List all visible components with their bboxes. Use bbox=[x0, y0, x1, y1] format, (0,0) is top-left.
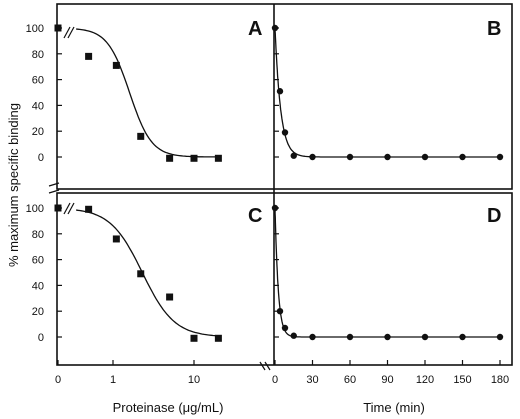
x-tick-label: 90 bbox=[381, 374, 393, 386]
panel-letter-a: A bbox=[248, 18, 262, 40]
x-tick-labels-proteinase: 0 1 10 bbox=[55, 360, 200, 386]
x-tick-label: 1 bbox=[110, 374, 116, 386]
y-tick-label: 0 bbox=[38, 332, 44, 344]
panel-a bbox=[54, 24, 222, 162]
data-point bbox=[496, 333, 504, 341]
y-tick-label: 0 bbox=[38, 152, 44, 164]
x-tick-label: 0 bbox=[55, 374, 61, 386]
x-axis-label-time: Time (min) bbox=[363, 400, 425, 415]
y-tick-label: 60 bbox=[32, 75, 44, 87]
panel-c bbox=[54, 204, 222, 342]
y-tick-label: 20 bbox=[32, 306, 44, 318]
data-point bbox=[496, 153, 504, 161]
x-tick-label: 10 bbox=[188, 374, 200, 386]
data-point bbox=[384, 153, 391, 161]
data-point bbox=[309, 333, 316, 341]
y-tick-label: 40 bbox=[32, 100, 44, 112]
y-tick-label: 100 bbox=[26, 203, 44, 215]
y-tick-label: 80 bbox=[32, 229, 44, 241]
data-point bbox=[346, 333, 354, 341]
data-point bbox=[166, 154, 174, 162]
y-tick-label: 20 bbox=[32, 126, 44, 138]
panel-letter-b: B bbox=[487, 18, 501, 40]
data-point bbox=[276, 308, 284, 315]
x-tick-label: 60 bbox=[344, 374, 356, 386]
data-point bbox=[281, 324, 289, 332]
panel-b bbox=[271, 24, 504, 161]
data-point bbox=[112, 61, 120, 69]
y-tick-labels-top: 0 20 40 60 80 100 bbox=[26, 23, 279, 164]
fit-curve bbox=[75, 209, 219, 337]
x-tick-label: 150 bbox=[453, 374, 471, 386]
y-tick-label: 40 bbox=[32, 280, 44, 292]
bottom-row-frame bbox=[56, 192, 513, 366]
data-point bbox=[421, 153, 429, 161]
x-axis-label-proteinase: Proteinase (μg/mL) bbox=[113, 400, 224, 415]
axis-break-marks bbox=[48, 26, 271, 371]
x-tick-label: 30 bbox=[306, 374, 318, 386]
data-point bbox=[214, 154, 222, 162]
data-point bbox=[276, 88, 284, 95]
data-point bbox=[112, 235, 120, 243]
data-point bbox=[54, 24, 62, 32]
panel-letter-d: D bbox=[487, 205, 501, 227]
data-point bbox=[421, 333, 429, 341]
y-tick-label: 60 bbox=[32, 255, 44, 267]
data-point bbox=[309, 153, 316, 161]
data-point bbox=[137, 132, 145, 140]
x-tick-label: 120 bbox=[416, 374, 434, 386]
panel-d bbox=[271, 204, 504, 341]
data-point bbox=[346, 153, 354, 161]
fit-curve bbox=[76, 28, 219, 158]
top-row-frame bbox=[56, 3, 513, 190]
data-point bbox=[166, 293, 174, 301]
data-point bbox=[190, 334, 198, 342]
data-point bbox=[271, 24, 279, 32]
data-point bbox=[384, 333, 391, 341]
data-point bbox=[271, 204, 279, 212]
y-axis-label: % maximum specific binding bbox=[6, 103, 21, 267]
data-point bbox=[137, 270, 145, 278]
data-point bbox=[190, 154, 198, 162]
data-point bbox=[85, 52, 93, 60]
x-tick-label: 180 bbox=[491, 374, 509, 386]
data-point bbox=[54, 204, 62, 212]
y-tick-labels-bottom: 0 20 40 60 80 100 bbox=[26, 203, 279, 344]
y-tick-label: 80 bbox=[32, 49, 44, 61]
panel-letter-c: C bbox=[248, 205, 262, 227]
data-point bbox=[85, 205, 93, 213]
x-tick-labels-time: 0 30 60 90 120 150 180 bbox=[272, 360, 509, 386]
fit-curve bbox=[274, 208, 500, 338]
data-point bbox=[290, 332, 297, 339]
data-point bbox=[459, 153, 466, 161]
data-point bbox=[281, 129, 289, 136]
x-tick-label: 0 bbox=[272, 374, 278, 386]
y-tick-label: 100 bbox=[26, 23, 44, 35]
fit-curve bbox=[274, 28, 500, 158]
data-point bbox=[459, 333, 466, 341]
data-point bbox=[290, 152, 297, 159]
data-point bbox=[214, 334, 222, 342]
